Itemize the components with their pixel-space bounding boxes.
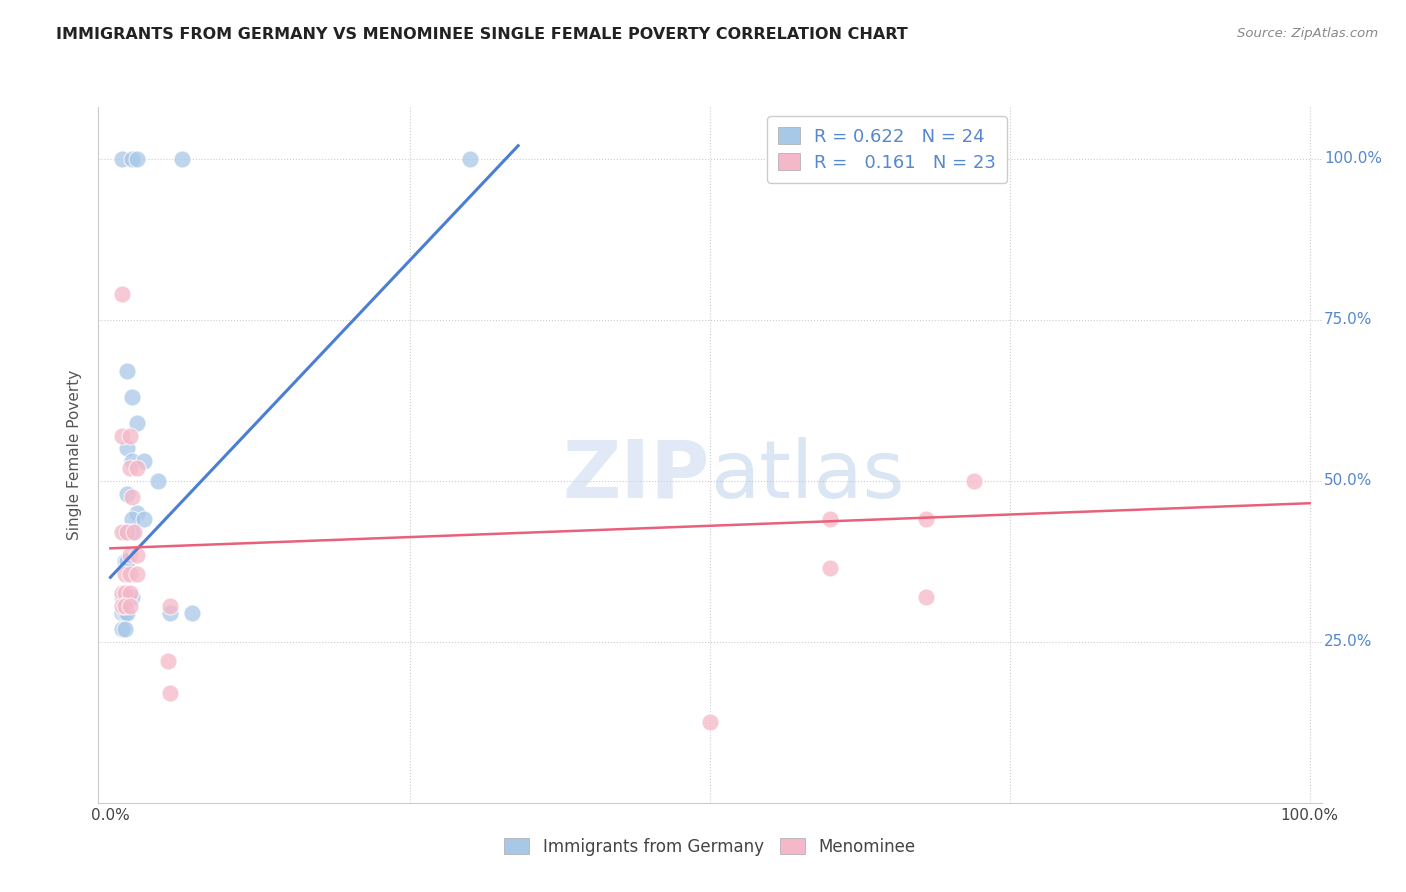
- Point: [148, 474, 170, 488]
- Point: [115, 486, 138, 500]
- Point: [115, 442, 138, 456]
- Point: [181, 606, 204, 620]
- Point: [111, 590, 134, 604]
- Text: 25.0%: 25.0%: [1324, 634, 1372, 649]
- Point: [114, 590, 136, 604]
- Point: [699, 715, 721, 730]
- Point: [115, 554, 138, 568]
- Point: [111, 152, 134, 166]
- Point: [125, 506, 148, 520]
- Point: [458, 152, 481, 166]
- Point: [121, 525, 143, 540]
- Point: [118, 548, 141, 562]
- Point: [111, 428, 134, 442]
- Point: [963, 474, 986, 488]
- Point: [121, 152, 143, 166]
- Point: [111, 622, 134, 636]
- Point: [818, 512, 841, 526]
- Legend: Immigrants from Germany, Menominee: Immigrants from Germany, Menominee: [496, 830, 924, 864]
- Point: [115, 606, 138, 620]
- Point: [125, 460, 148, 475]
- Point: [125, 548, 148, 562]
- Point: [121, 390, 143, 404]
- Point: [121, 454, 143, 468]
- Point: [125, 416, 148, 430]
- Point: [118, 586, 141, 600]
- Point: [111, 599, 134, 614]
- Point: [118, 460, 141, 475]
- Text: atlas: atlas: [710, 437, 904, 515]
- Point: [118, 567, 141, 582]
- Point: [915, 590, 938, 604]
- Point: [963, 152, 986, 166]
- Text: 75.0%: 75.0%: [1324, 312, 1372, 327]
- Text: 50.0%: 50.0%: [1324, 473, 1372, 488]
- Point: [114, 586, 136, 600]
- Point: [114, 599, 136, 614]
- Point: [115, 525, 138, 540]
- Text: 100.0%: 100.0%: [1324, 151, 1382, 166]
- Text: Source: ZipAtlas.com: Source: ZipAtlas.com: [1237, 27, 1378, 40]
- Point: [125, 567, 148, 582]
- Point: [132, 454, 155, 468]
- Point: [111, 586, 134, 600]
- Point: [114, 622, 136, 636]
- Point: [114, 554, 136, 568]
- Point: [915, 512, 938, 526]
- Point: [121, 490, 143, 504]
- Point: [121, 590, 143, 604]
- Point: [114, 525, 136, 540]
- Point: [172, 152, 194, 166]
- Point: [115, 590, 138, 604]
- Point: [159, 686, 181, 700]
- Point: [124, 525, 146, 540]
- Text: ZIP: ZIP: [562, 437, 710, 515]
- Point: [114, 606, 136, 620]
- Point: [159, 606, 181, 620]
- Point: [111, 286, 134, 301]
- Point: [115, 364, 138, 378]
- Point: [818, 560, 841, 574]
- Point: [114, 567, 136, 582]
- Point: [132, 512, 155, 526]
- Point: [115, 525, 138, 540]
- Point: [125, 152, 148, 166]
- Point: [111, 606, 134, 620]
- Point: [118, 599, 141, 614]
- Text: IMMIGRANTS FROM GERMANY VS MENOMINEE SINGLE FEMALE POVERTY CORRELATION CHART: IMMIGRANTS FROM GERMANY VS MENOMINEE SIN…: [56, 27, 908, 42]
- Point: [121, 512, 143, 526]
- Point: [111, 525, 134, 540]
- Y-axis label: Single Female Poverty: Single Female Poverty: [67, 370, 83, 540]
- Point: [156, 654, 179, 668]
- Point: [159, 599, 181, 614]
- Point: [118, 428, 141, 442]
